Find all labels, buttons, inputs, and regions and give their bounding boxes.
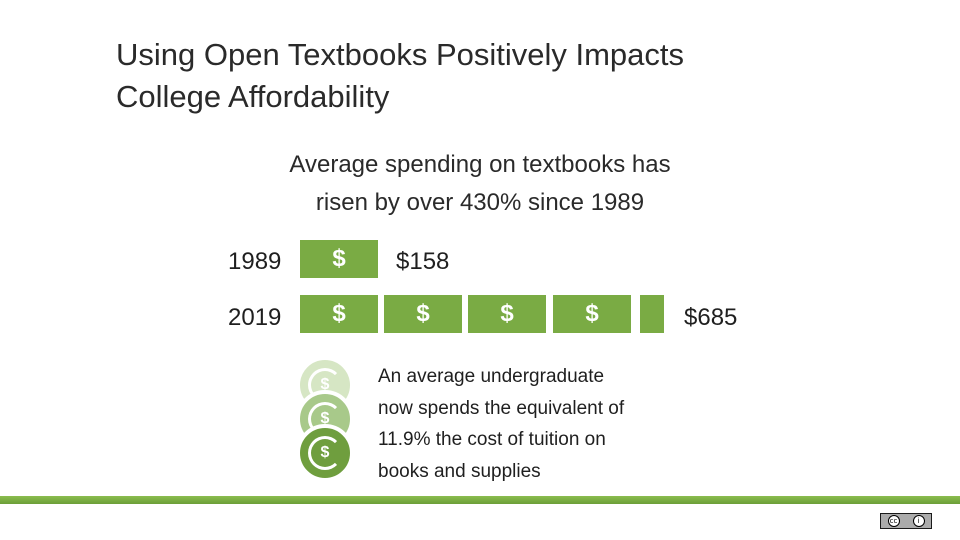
year-label-2019: 2019 xyxy=(228,304,282,331)
subtitle-line-1: Average spending on textbooks has xyxy=(289,151,671,178)
amount-2019: $685 xyxy=(684,304,738,331)
dollar-tile: $ xyxy=(468,295,546,333)
dollar-tile: $ xyxy=(553,295,631,333)
caption-line-2: now spends the equivalent of xyxy=(378,397,625,419)
dollar-tile: $ xyxy=(300,295,378,333)
dollar-tile: $ xyxy=(384,295,462,333)
amount-1989: $158 xyxy=(396,248,450,275)
cc-icon: cc xyxy=(887,515,900,527)
creative-commons-badge[interactable]: cc i xyxy=(880,513,932,529)
title-line-1: Using Open Textbooks Positively Impacts xyxy=(116,37,685,72)
coin-icon: $ xyxy=(296,424,354,482)
caption-text: An average undergraduate now spends the … xyxy=(378,361,688,487)
caption-line-1: An average undergraduate xyxy=(378,366,605,387)
footer-bar xyxy=(0,496,960,504)
caption-line-4: books and supplies xyxy=(378,460,541,482)
partial-dollar-tile xyxy=(640,295,664,333)
year-label-1989: 1989 xyxy=(228,248,282,275)
title-line-2: College Affordability xyxy=(116,79,390,114)
caption-line-3: 11.9% the cost of tuition on xyxy=(378,429,606,450)
dollar-tile: $ xyxy=(300,240,378,278)
attribution-icon: i xyxy=(912,515,925,527)
slide-subtitle: Average spending on textbooks has risen … xyxy=(220,146,740,222)
slide-title: Using Open Textbooks Positively Impacts … xyxy=(116,34,836,118)
subtitle-line-2: risen by over 430% since 1989 xyxy=(315,189,645,216)
